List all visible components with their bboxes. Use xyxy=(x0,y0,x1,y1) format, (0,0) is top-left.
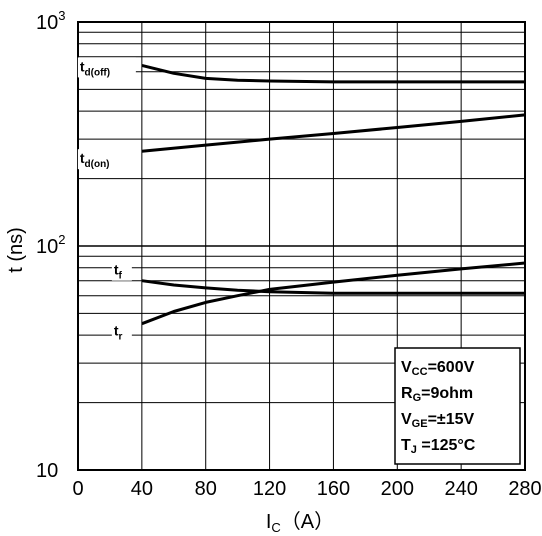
condition-text: TJ =125°C xyxy=(401,437,476,456)
curve-label: tf xyxy=(114,262,123,282)
x-tick-label: 280 xyxy=(508,478,541,500)
conditions-box: VCC=600V RG=9ohm VGE=±15V TJ =125°C xyxy=(394,347,521,465)
series-line-r xyxy=(141,261,526,326)
plot-frame xyxy=(77,21,526,471)
y-tick-label: 102 xyxy=(36,232,65,258)
x-tick-label: 80 xyxy=(195,478,217,500)
curve-label-bg xyxy=(77,57,136,78)
x-tick-label: 160 xyxy=(317,478,350,500)
x-tick-label: 240 xyxy=(444,478,477,500)
series-layer xyxy=(141,63,526,326)
y-axis-label: t (ns) xyxy=(5,227,27,273)
series-line-f xyxy=(141,279,525,295)
y-tick-label: 103 xyxy=(36,8,65,34)
x-tick-label: 200 xyxy=(381,478,414,500)
x-axis-label: IC（A） xyxy=(266,510,334,535)
curve-label-bg xyxy=(111,260,132,281)
y-tick-labels: 10 102 103 xyxy=(36,8,65,482)
curve-label-bg xyxy=(77,149,136,170)
grid xyxy=(77,22,526,471)
x-tick-label: 120 xyxy=(253,478,286,500)
curve-label: td(off) xyxy=(80,58,110,78)
condition-text: RG=9ohm xyxy=(401,385,473,404)
x-tick-labels: 0 40 80 120 160 200 240 280 xyxy=(72,478,541,500)
series-line-doff xyxy=(141,63,525,84)
x-tick-label: 0 xyxy=(72,478,83,500)
conditions-frame xyxy=(394,347,521,465)
x-tick-label: 40 xyxy=(131,478,153,500)
curve-label: td(on) xyxy=(80,150,110,170)
series-line-don xyxy=(141,113,526,153)
curve-label-bg xyxy=(111,321,132,342)
curve-label: tr xyxy=(114,323,123,343)
y-tick-label: 10 xyxy=(36,460,58,482)
condition-text: VCC=600V xyxy=(401,359,475,378)
curve-labels: td(off) td(on) tf tr xyxy=(77,57,136,343)
condition-text: VGE=±15V xyxy=(401,411,475,430)
